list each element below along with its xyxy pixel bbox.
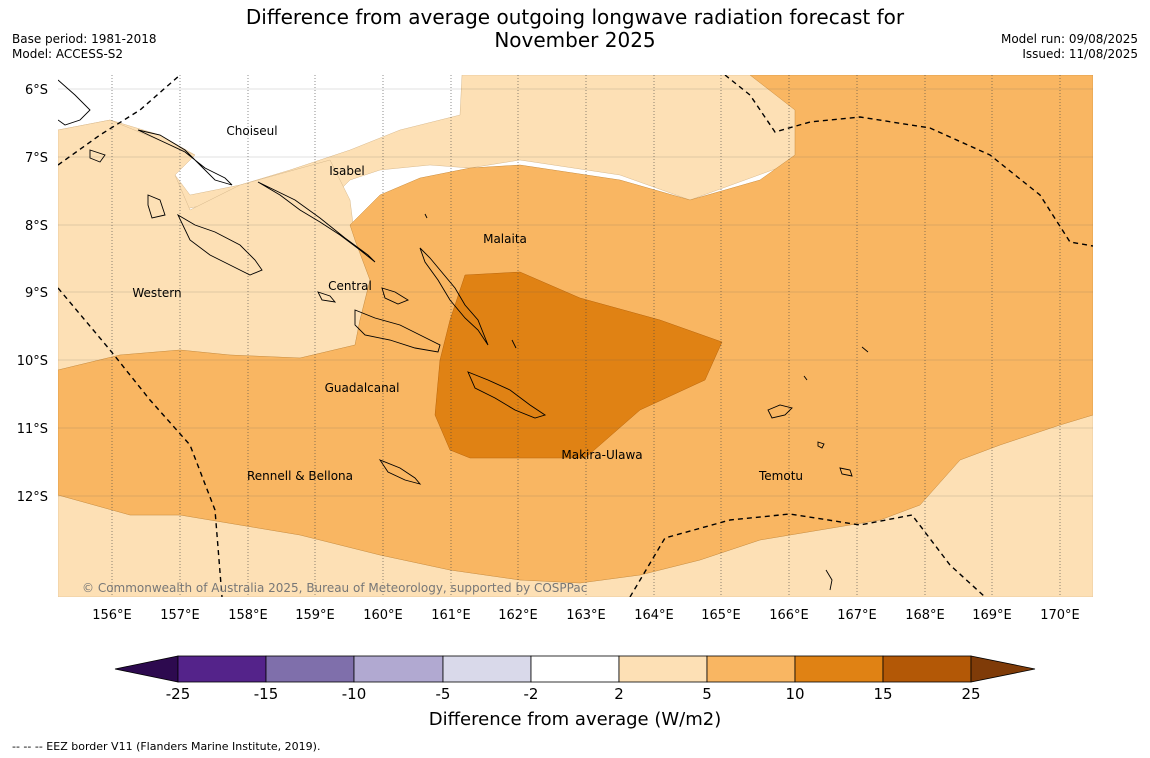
copyright-notice: © Commonwealth of Australia 2025, Bureau… — [82, 581, 587, 595]
base-period: Base period: 1981-2018 — [12, 32, 157, 46]
colorbar-swatch — [177, 655, 267, 683]
colorbar-swatch — [530, 655, 620, 683]
lon-label: 158°E — [228, 608, 268, 623]
lon-label: 167°E — [837, 608, 877, 623]
colorbar-extend-low — [114, 655, 179, 683]
model-name: Model: ACCESS-S2 — [12, 47, 124, 61]
colorbar-tick: 25 — [961, 685, 980, 703]
colorbar-tick: -5 — [436, 685, 451, 703]
eez-borders — [58, 75, 1093, 597]
colorbar-swatch — [353, 655, 444, 683]
region-label-isabel: Isabel — [329, 164, 364, 178]
model-run-date: Model run: 09/08/2025 — [1000, 32, 1138, 46]
colorbar — [114, 655, 1036, 683]
anomaly-band-10-15 — [434, 271, 723, 459]
lon-label: 169°E — [972, 608, 1012, 623]
region-label-temotu: Temotu — [758, 469, 803, 483]
eez-legend-note: -- -- -- EEZ border V11 (Flanders Marine… — [12, 740, 321, 753]
lat-label: 6°S — [25, 83, 48, 98]
colorbar-extend-high — [970, 655, 1036, 683]
lon-label: 164°E — [634, 608, 674, 623]
colorbar-tick: -2 — [524, 685, 539, 703]
region-label-central: Central — [328, 279, 372, 293]
lon-label: 159°E — [295, 608, 335, 623]
lat-label: 7°S — [25, 151, 48, 166]
colorbar-swatch — [882, 655, 972, 683]
lon-label: 163°E — [566, 608, 606, 623]
colorbar-tick: 15 — [873, 685, 892, 703]
region-label-choiseul: Choiseul — [226, 124, 277, 138]
lat-label: 11°S — [17, 422, 48, 437]
lon-label: 168°E — [905, 608, 945, 623]
colorbar-title: Difference from average (W/m2) — [428, 709, 722, 730]
meridians — [111, 75, 1061, 597]
colorbar-swatch — [442, 655, 532, 683]
region-label-guadalcanal: Guadalcanal — [325, 381, 400, 395]
lon-label: 156°E — [92, 608, 132, 623]
colorbar-tick: 5 — [702, 685, 712, 703]
colorbar-swatch — [265, 655, 355, 683]
lon-label: 157°E — [160, 608, 200, 623]
colorbar-swatch — [794, 655, 884, 683]
coastlines — [58, 79, 869, 591]
region-label-rennell-bellona: Rennell & Bellona — [247, 469, 353, 483]
lon-label: 166°E — [769, 608, 809, 623]
longitude-labels: 156°E 157°E 158°E 159°E 160°E 161°E 162°… — [92, 608, 1080, 623]
region-label-western: Western — [132, 286, 181, 300]
lat-label: 9°S — [25, 286, 48, 301]
colorbar-tick: -10 — [342, 685, 367, 703]
map-title-line1: Difference from average outgoing longwav… — [245, 5, 905, 29]
colorbar-tick: -15 — [254, 685, 279, 703]
colorbar-swatch — [706, 655, 796, 683]
region-labels: Choiseul Isabel Malaita Western Central … — [132, 124, 803, 483]
latitude-labels: 6°S 7°S 8°S 9°S 10°S 11°S 12°S — [17, 83, 48, 505]
colorbar-tick: 10 — [785, 685, 804, 703]
region-label-malaita: Malaita — [483, 232, 527, 246]
map-title-line2: November 2025 — [494, 28, 656, 52]
colorbar-tick: 2 — [614, 685, 624, 703]
lat-label: 10°S — [17, 354, 48, 369]
region-label-makira-ulawa: Makira-Ulawa — [561, 448, 642, 462]
lon-label: 162°E — [498, 608, 538, 623]
issued-date: Issued: 11/08/2025 — [1022, 47, 1138, 61]
lat-label: 8°S — [25, 219, 48, 234]
colorbar-ticks: -25 -15 -10 -5 -2 2 5 10 15 25 — [166, 685, 981, 703]
lon-label: 161°E — [431, 608, 471, 623]
lon-label: 165°E — [701, 608, 741, 623]
lon-label: 160°E — [363, 608, 403, 623]
graticule — [58, 88, 1093, 497]
colorbar-tick: -25 — [166, 685, 191, 703]
colorbar-swatch — [618, 655, 708, 683]
lon-label: 170°E — [1040, 608, 1080, 623]
lat-label: 12°S — [17, 490, 48, 505]
